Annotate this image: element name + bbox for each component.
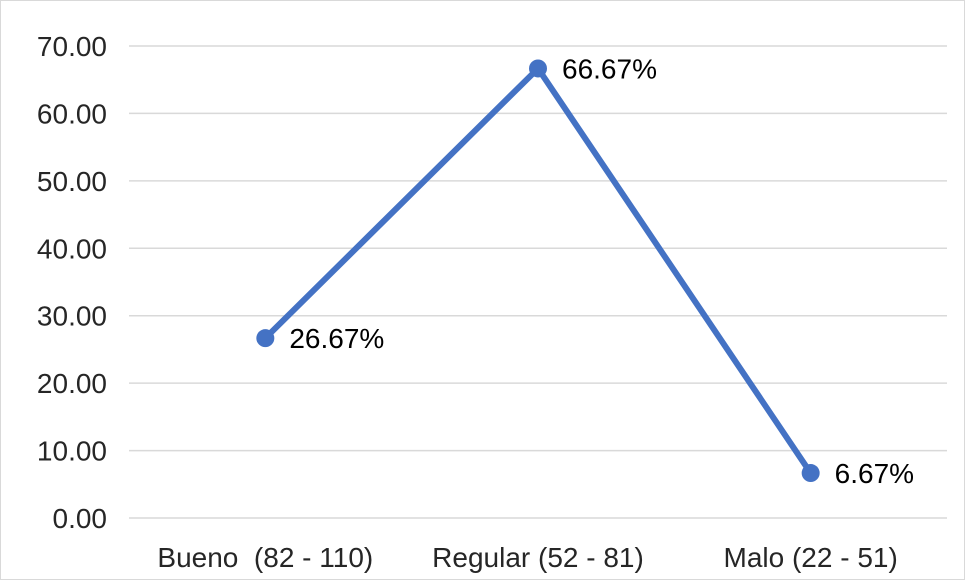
data-labels: 26.67% 66.67% 6.67% [289,53,914,489]
x-category-label: Regular (52 - 81) [432,542,644,573]
x-category-label: Malo (22 - 51) [724,542,898,573]
y-tick-label: 70.00 [37,31,107,62]
y-tick-label: 40.00 [37,233,107,264]
y-tick-label: 0.00 [53,503,108,534]
y-tick-label: 10.00 [37,436,107,467]
y-tick-label: 50.00 [37,166,107,197]
x-axis-category-labels: Bueno (82 - 110) Regular (52 - 81) Malo (2… [157,542,897,573]
gridlines [129,45,947,519]
data-label: 6.67% [835,458,914,489]
data-point [256,329,275,348]
y-tick-label: 60.00 [37,98,107,129]
series-1 [256,59,820,483]
x-category-label: Bueno (82 - 110) [157,542,373,573]
y-tick-label: 20.00 [37,368,107,399]
y-axis-tick-labels: 0.00 10.00 20.00 30.00 40.00 50.00 60.00 70.00 [37,31,107,534]
y-tick-label: 30.00 [37,301,107,332]
data-label: 66.67% [562,53,657,84]
series-line [262,65,814,477]
data-point [529,59,547,78]
data-label: 26.67% [289,323,384,354]
data-point [801,464,820,483]
